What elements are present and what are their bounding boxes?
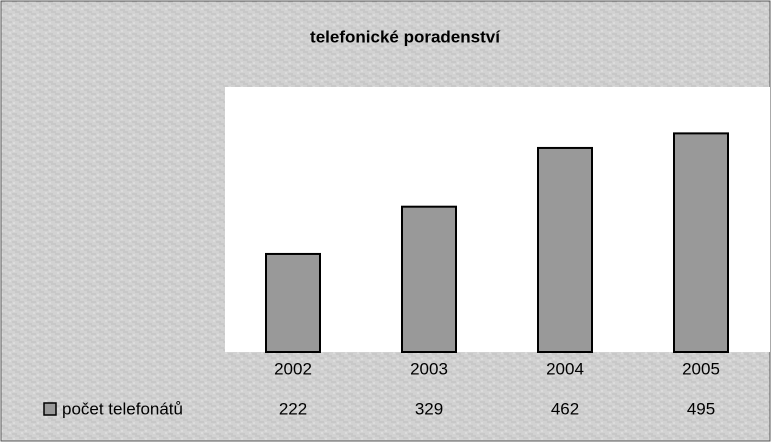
bar [401,205,457,353]
data-table-value: 495 [687,399,715,418]
chart-title: telefonické poradenství [310,27,501,46]
legend-label: počet telefonátů [62,399,183,418]
bar [673,132,729,353]
x-tick-label: 2005 [682,359,720,378]
data-table-value: 222 [279,399,307,418]
bar [537,146,593,353]
x-tick-label: 2004 [546,359,584,378]
data-table-value: 329 [415,399,443,418]
x-tick-label: 2002 [274,359,312,378]
bar [265,252,321,353]
legend-swatch [43,402,57,416]
x-tick-label: 2003 [410,359,448,378]
data-table-value: 462 [551,399,579,418]
